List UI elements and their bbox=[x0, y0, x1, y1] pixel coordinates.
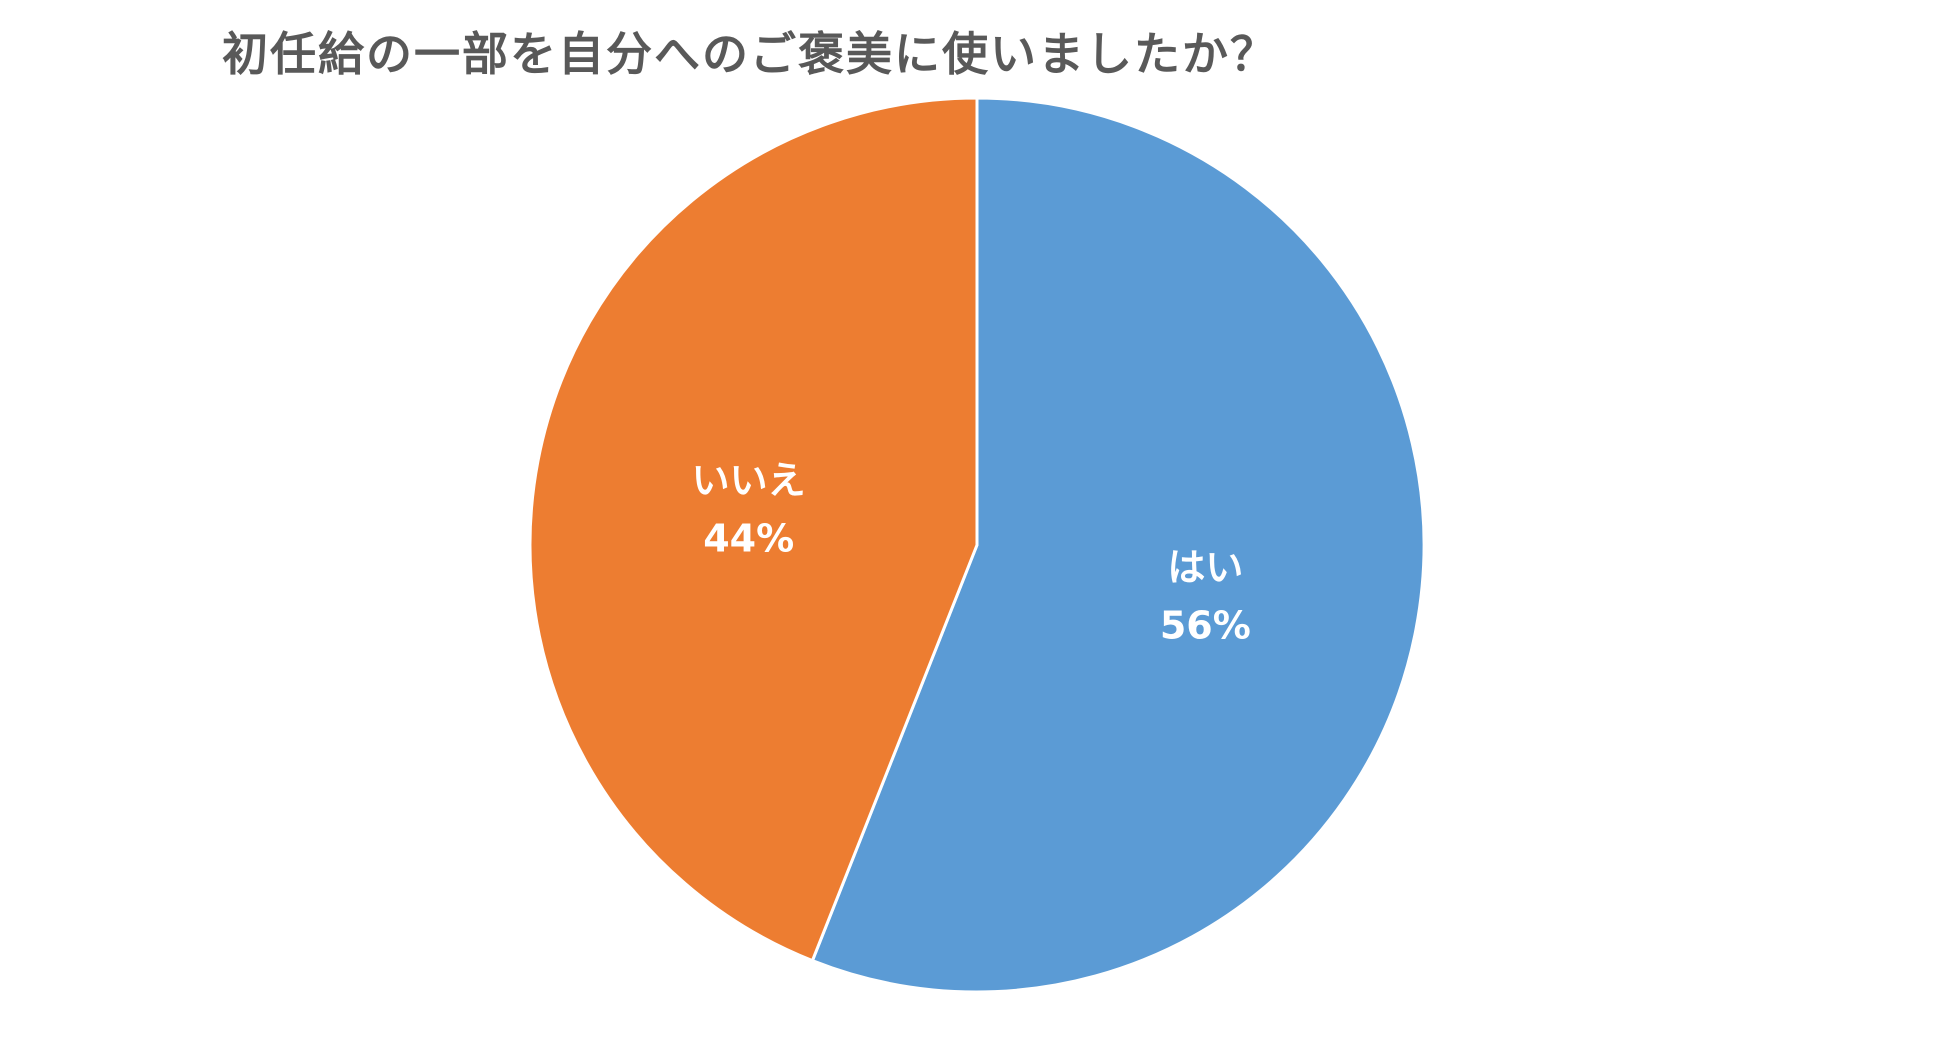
slice-category-label-1: いいえ bbox=[692, 458, 806, 502]
slice-value-label-1: 44% bbox=[703, 516, 794, 560]
pie-slice-1 bbox=[528, 96, 979, 963]
pie-slice-0 bbox=[810, 96, 1426, 994]
slice-category-label-0: はい bbox=[1167, 546, 1243, 590]
chart-title: 初任給の一部を自分へのご褒美に使いましたか？ bbox=[222, 27, 1278, 81]
slice-value-label-0: 56% bbox=[1160, 604, 1251, 648]
